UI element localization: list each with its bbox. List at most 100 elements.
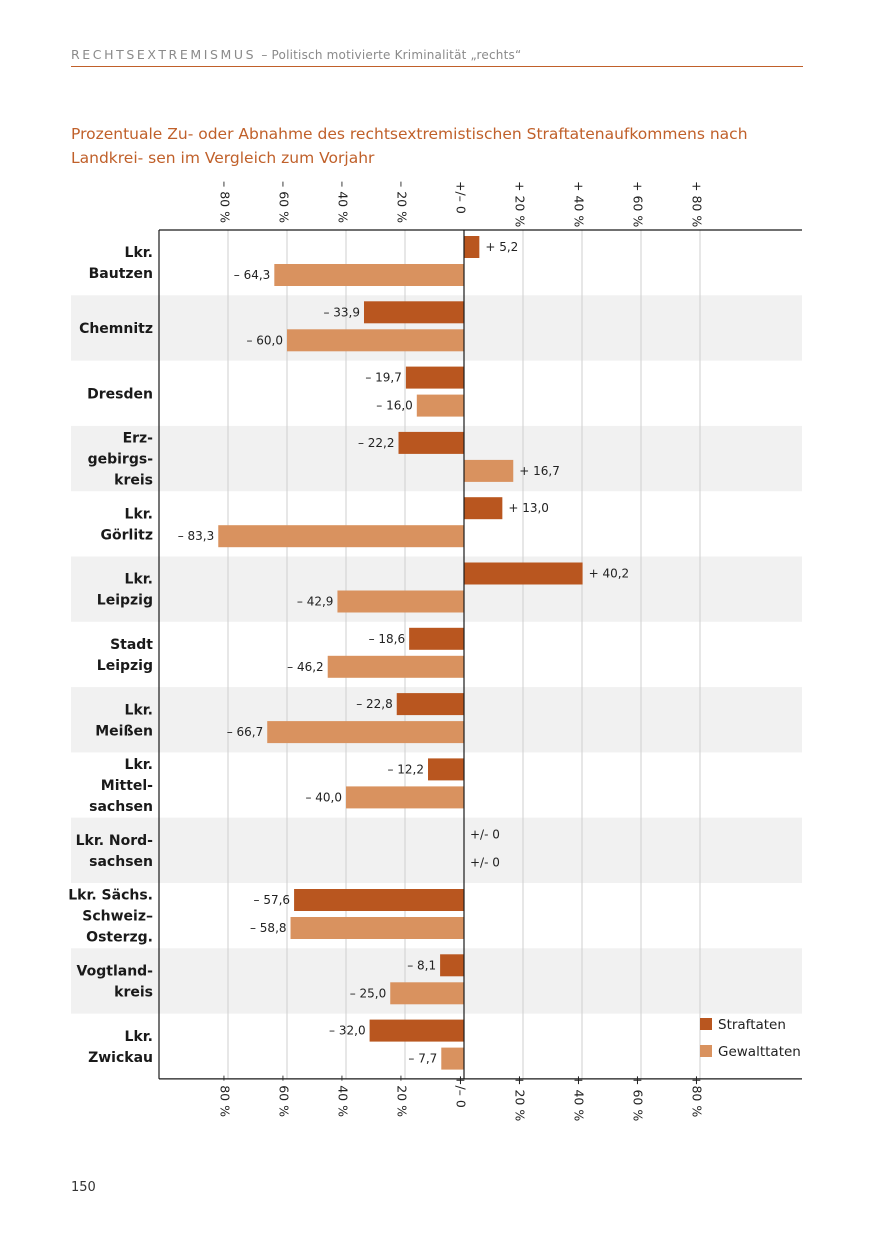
page-number: 150 bbox=[71, 1180, 96, 1195]
tick-label-bottom: +/– 0 bbox=[454, 1075, 469, 1108]
value-label: + 5,2 bbox=[485, 240, 518, 254]
tick-label-bottom: + 60 % bbox=[631, 1075, 646, 1121]
category-label-line: Lkr. Nord- bbox=[76, 833, 154, 849]
running-header: RECHTSEXTREMISMUS – Politisch motivierte… bbox=[71, 44, 803, 67]
value-label: +/- 0 bbox=[470, 856, 500, 870]
category-label-line: sachsen bbox=[89, 799, 153, 815]
bar-straftaten bbox=[464, 497, 503, 520]
bar-gewalttaten bbox=[441, 1047, 464, 1070]
bar-straftaten bbox=[464, 562, 583, 585]
value-label: – 12,2 bbox=[387, 762, 424, 776]
value-label: + 13,0 bbox=[508, 501, 549, 515]
category-label-line: Leipzig bbox=[97, 658, 153, 674]
value-label: – 22,2 bbox=[358, 436, 395, 450]
category-label-line: Stadt bbox=[110, 637, 153, 653]
bar-gewalttaten bbox=[287, 329, 464, 352]
value-label: +/- 0 bbox=[470, 828, 500, 842]
header-subtitle: – Politisch motivierte Kriminalität „rec… bbox=[261, 48, 522, 62]
category-label-line: Mittel- bbox=[101, 778, 153, 794]
category-label-line: Erz- bbox=[123, 431, 154, 447]
category-label: Lkr. Meißen bbox=[95, 702, 153, 739]
category-label: Dresden bbox=[87, 386, 153, 402]
value-label: – 25,0 bbox=[350, 986, 387, 1000]
value-label: – 40,0 bbox=[305, 790, 342, 804]
bar-straftaten bbox=[464, 236, 480, 258]
value-label: – 42,9 bbox=[297, 595, 334, 609]
tick-label-bottom: + 20 % bbox=[513, 1075, 528, 1121]
bar-gewalttaten bbox=[274, 264, 464, 286]
tick-label-bottom: +80 % bbox=[690, 1075, 705, 1117]
bar-straftaten bbox=[396, 693, 464, 716]
bar-gewalttaten bbox=[346, 786, 464, 809]
value-label: – 83,3 bbox=[178, 529, 215, 543]
category-label-line: Lkr. Sächs. bbox=[68, 888, 153, 904]
category-label-line: kreis bbox=[114, 473, 153, 489]
value-label: – 66,7 bbox=[227, 725, 264, 739]
category-label-line: gebirgs- bbox=[88, 452, 154, 468]
bar-gewalttaten bbox=[464, 459, 514, 482]
tick-label-top: + 60 % bbox=[631, 181, 646, 227]
category-label: Chemnitz bbox=[79, 321, 153, 337]
tick-label-bottom: – 20 % bbox=[395, 1075, 410, 1117]
tick-label-top: – 60 % bbox=[277, 181, 292, 223]
tick-label-top: – 80 % bbox=[218, 181, 233, 223]
value-label: – 8,1 bbox=[407, 958, 436, 972]
category-label: Vogtland-kreis bbox=[77, 963, 154, 1000]
value-label: – 7,7 bbox=[408, 1052, 437, 1066]
category-label-line: sachsen bbox=[89, 854, 153, 870]
value-label: – 33,9 bbox=[323, 305, 360, 319]
category-label: Stadt Leipzig bbox=[97, 637, 154, 674]
category-label: Lkr. Nord-sachsen bbox=[76, 833, 154, 870]
category-label-line: Görlitz bbox=[101, 527, 153, 543]
tick-label-top: + 80 % bbox=[690, 181, 705, 227]
tick-label-top: + 40 % bbox=[572, 181, 587, 227]
category-label: Lkr. Görlitz bbox=[101, 506, 153, 543]
category-label-line: Lkr. bbox=[125, 702, 153, 718]
bar-straftaten bbox=[369, 1019, 464, 1042]
category-label-line: Lkr. bbox=[125, 506, 153, 522]
bar-straftaten bbox=[405, 366, 464, 389]
category-label-line: Schweiz– bbox=[82, 909, 153, 925]
value-label: – 18,6 bbox=[369, 632, 406, 646]
tick-label-bottom: – 40 % bbox=[336, 1075, 351, 1117]
bar-gewalttaten bbox=[290, 917, 464, 939]
bar-gewalttaten bbox=[390, 982, 464, 1005]
bar-straftaten bbox=[398, 431, 464, 454]
legend-label: Straftaten bbox=[718, 1017, 786, 1033]
category-label: Lkr. Zwickau bbox=[88, 1029, 153, 1066]
category-label-line: Lkr. bbox=[125, 245, 153, 261]
bar-gewalttaten bbox=[267, 721, 464, 744]
category-label-line: Lkr. bbox=[125, 1029, 153, 1045]
header-section: RECHTSEXTREMISMUS bbox=[71, 47, 257, 62]
tick-label-top: + 20 % bbox=[513, 181, 528, 227]
category-label-line: Bautzen bbox=[89, 266, 153, 282]
category-label-line: Zwickau bbox=[88, 1050, 153, 1066]
value-label: – 57,6 bbox=[254, 893, 291, 907]
value-label: – 19,7 bbox=[365, 371, 402, 385]
bar-gewalttaten bbox=[327, 655, 464, 678]
bar-gewalttaten bbox=[218, 525, 464, 548]
value-label: – 64,3 bbox=[234, 268, 271, 282]
bar-straftaten bbox=[428, 758, 464, 781]
category-label-line: Leipzig bbox=[97, 593, 153, 609]
category-label: Erz-gebirgs-kreis bbox=[88, 431, 154, 489]
tick-label-bottom: + 40 % bbox=[572, 1075, 587, 1121]
bar-straftaten bbox=[440, 954, 464, 977]
tick-label-bottom: – 60 % bbox=[277, 1075, 292, 1117]
category-label-line: Dresden bbox=[87, 386, 153, 402]
value-label: – 60,0 bbox=[246, 333, 283, 347]
tick-label-top: +/– 0 bbox=[454, 181, 469, 214]
category-label-line: Lkr. bbox=[125, 757, 153, 773]
category-label-line: kreis bbox=[114, 984, 153, 1000]
bar-straftaten bbox=[294, 889, 464, 911]
legend-swatch bbox=[700, 1018, 712, 1030]
value-label: – 32,0 bbox=[329, 1024, 366, 1038]
tick-label-top: – 40 % bbox=[336, 181, 351, 223]
value-label: – 16,0 bbox=[376, 399, 413, 413]
value-label: – 46,2 bbox=[287, 660, 324, 674]
row-band bbox=[71, 817, 802, 883]
bar-straftaten bbox=[409, 627, 464, 650]
bar-gewalttaten bbox=[337, 590, 464, 613]
category-label-line: Lkr. bbox=[125, 572, 153, 588]
